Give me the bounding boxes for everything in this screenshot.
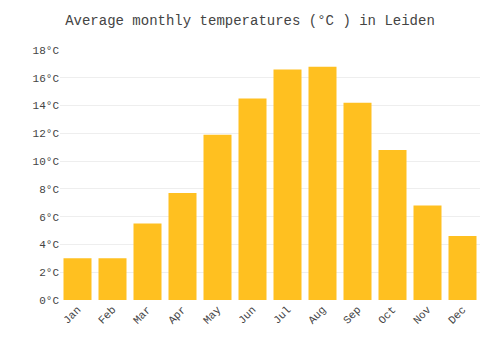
svg-text:Feb: Feb [96, 304, 118, 326]
svg-text:May: May [201, 304, 224, 327]
svg-text:4°C: 4°C [39, 239, 59, 251]
svg-text:Sep: Sep [341, 304, 363, 326]
svg-text:10°C: 10°C [33, 156, 60, 168]
svg-text:16°C: 16°C [33, 73, 60, 85]
svg-text:Aug: Aug [306, 304, 328, 326]
svg-text:Mar: Mar [131, 304, 153, 326]
svg-text:Jul: Jul [271, 304, 293, 326]
svg-text:Jun: Jun [236, 304, 258, 326]
svg-text:Dec: Dec [446, 304, 468, 326]
svg-text:Jan: Jan [61, 304, 83, 326]
svg-text:Oct: Oct [376, 304, 398, 326]
svg-text:Average monthly temperatures (: Average monthly temperatures (°C ) in Le… [65, 13, 435, 29]
svg-text:Apr: Apr [166, 304, 188, 326]
svg-text:6°C: 6°C [39, 212, 59, 224]
svg-text:8°C: 8°C [39, 184, 59, 196]
svg-text:0°C: 0°C [39, 295, 59, 307]
svg-text:2°C: 2°C [39, 267, 59, 279]
svg-text:12°C: 12°C [33, 128, 60, 140]
svg-text:18°C: 18°C [33, 45, 60, 57]
svg-text:Nov: Nov [411, 304, 434, 327]
svg-text:14°C: 14°C [33, 100, 60, 112]
